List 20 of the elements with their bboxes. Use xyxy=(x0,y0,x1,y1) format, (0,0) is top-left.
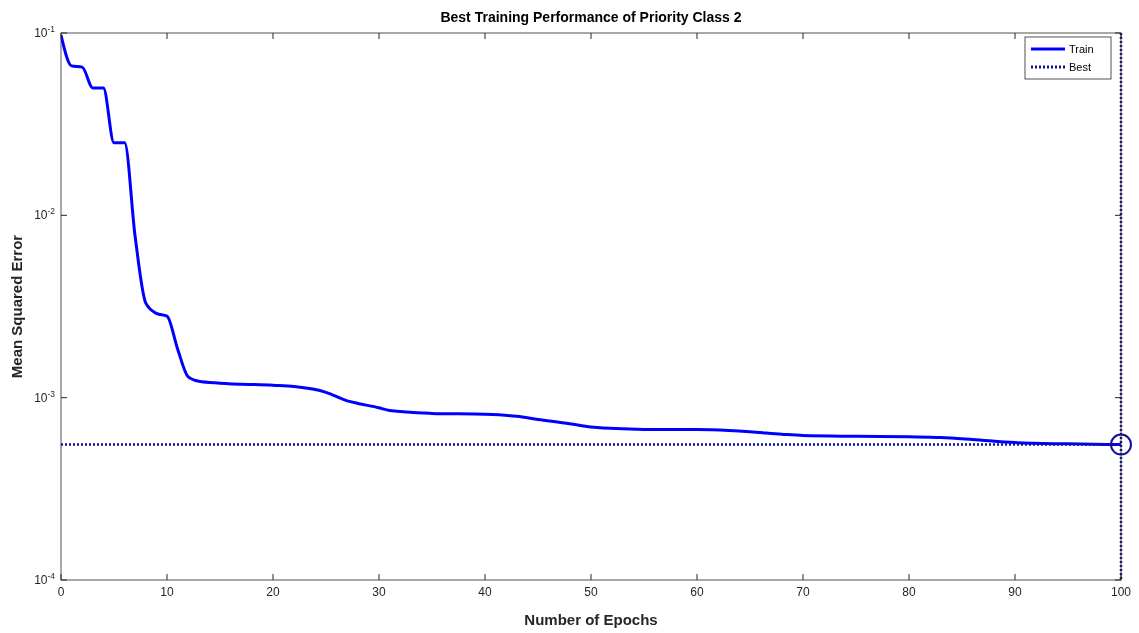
y-tick-label: 10$^{-3}$ xyxy=(34,388,56,405)
x-tick-label: 0 xyxy=(57,585,65,599)
chart-title: Best Training Performance of Priority Class 2 xyxy=(440,9,742,25)
x-tick-label: 90 xyxy=(1008,585,1022,599)
y-tick-label: 10$^{-4}$ xyxy=(34,571,56,587)
y-axis-title: Mean Squared Error xyxy=(8,234,25,379)
x-tick-label: 10 xyxy=(160,585,174,599)
x-tick-label: 60 xyxy=(690,585,704,599)
x-tick-label: 50 xyxy=(584,585,598,599)
x-tick-label: 100 xyxy=(1110,585,1132,599)
x-axis-title: Number of Epochs xyxy=(524,611,658,628)
legend-label: Best xyxy=(1069,61,1092,73)
x-tick-label: 80 xyxy=(902,585,916,599)
x-tick-label: 30 xyxy=(372,585,386,599)
x-tick-label: 40 xyxy=(478,585,492,599)
x-tick-label: 20 xyxy=(266,585,280,599)
y-tick-label: 10$^{-1}$ xyxy=(34,24,56,40)
x-tick-label: 70 xyxy=(796,585,810,599)
y-tick-label: 10$^{-2}$ xyxy=(34,206,56,223)
legend-label: Train xyxy=(1069,43,1094,55)
